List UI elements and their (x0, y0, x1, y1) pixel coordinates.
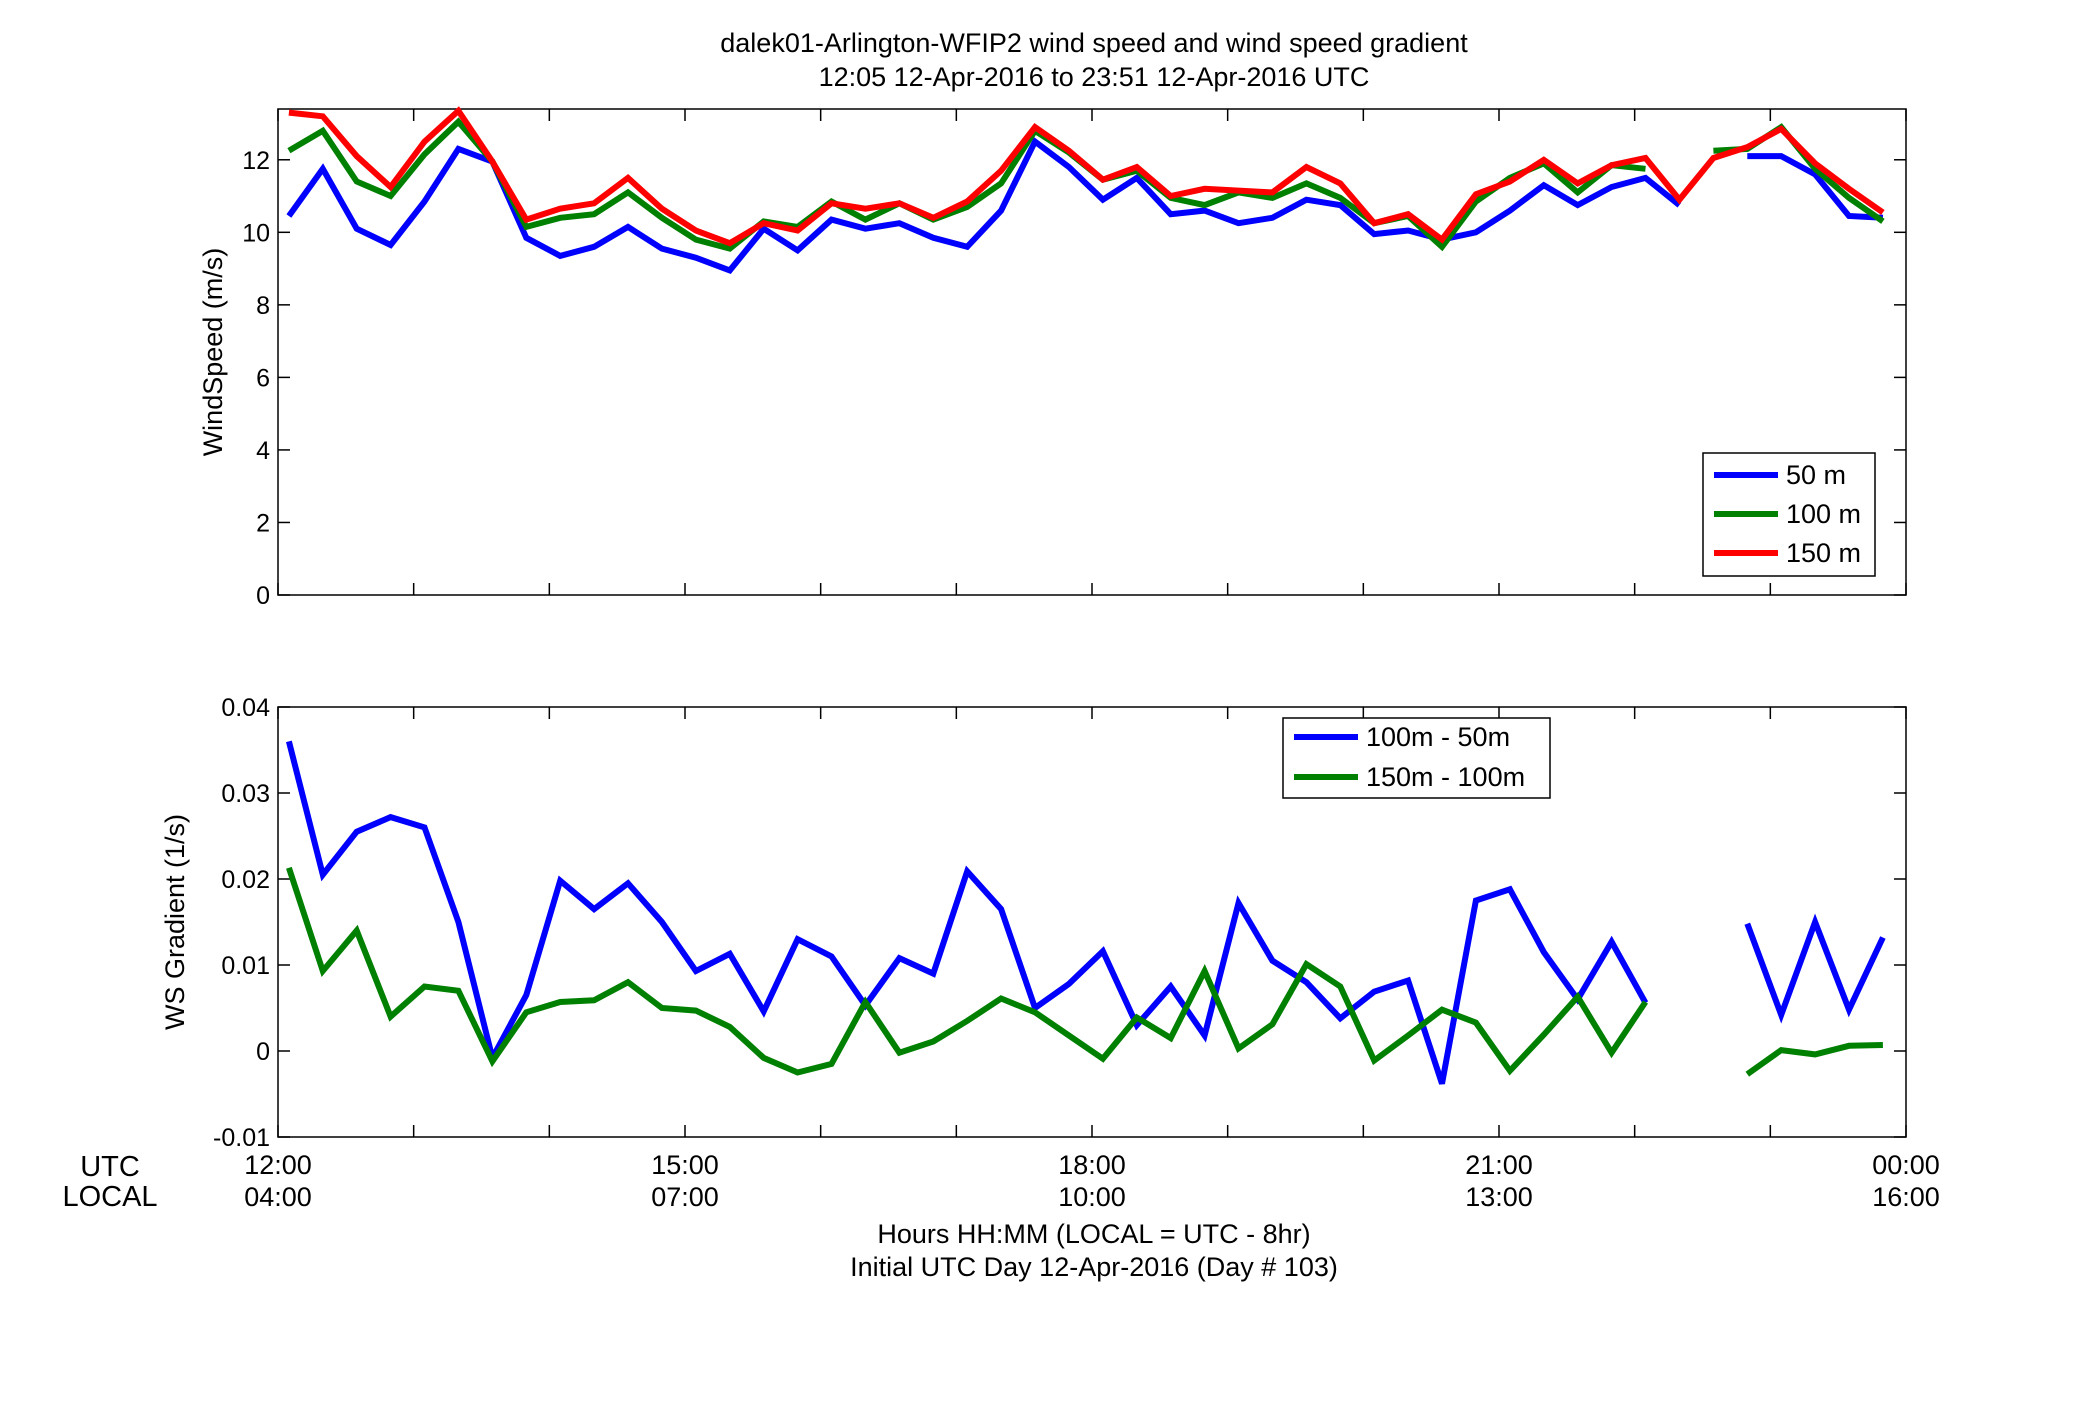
legend-label: 150m - 100m (1366, 762, 1525, 792)
legend-label: 100m - 50m (1366, 722, 1510, 752)
x-tick-label-local: 04:00 (244, 1182, 312, 1212)
chart-title-line1: dalek01-Arlington-WFIP2 wind speed and w… (720, 28, 1468, 58)
x-tick-label-utc: 21:00 (1465, 1150, 1533, 1180)
series-150m-100m (286, 866, 1883, 1077)
legend: 100m - 50m 150m - 100m (1282, 717, 1551, 799)
x-tick-label-local: 13:00 (1465, 1182, 1533, 1212)
series-line (1713, 123, 1885, 224)
legend-label: 150 m (1786, 538, 1861, 568)
y-tick-label: -0.01 (213, 1124, 270, 1152)
y-tick-label: 0 (256, 1038, 270, 1066)
x-tick-label-utc: 12:00 (244, 1150, 312, 1180)
legend: 50 m 100 m 150 m (1702, 452, 1876, 577)
series-line (285, 740, 1649, 1085)
series-100m-50m (285, 740, 1886, 1085)
series-line (1747, 153, 1884, 221)
chart-title-line2: 12:05 12-Apr-2016 to 23:51 12-Apr-2016 U… (819, 62, 1370, 92)
x-tick-label-local: 16:00 (1872, 1182, 1940, 1212)
series-150-m (288, 106, 1885, 247)
gradient-panel: -0.01 0 0.01 0.02 0.03 0.04 WS Gradient (1/s) 1… (160, 694, 1907, 1152)
series-line (286, 866, 1648, 1076)
y-axis-label: WindSpeed (m/s) (198, 248, 228, 457)
series-line (1745, 1042, 1883, 1077)
series-line (1744, 913, 1886, 1024)
y-tick-label: 4 (256, 437, 270, 465)
utc-row-label: UTC (80, 1151, 140, 1183)
y-tick-label: 12 (242, 147, 270, 175)
x-axis-label-line1: Hours HH:MM (LOCAL = UTC - 8hr) (877, 1219, 1310, 1249)
x-tick-label-utc: 00:00 (1872, 1150, 1940, 1180)
y-tick-label: 0.02 (221, 866, 270, 894)
plot-area-frame (277, 706, 1907, 1138)
y-tick-label: 0.03 (221, 780, 270, 808)
local-row-label: LOCAL (62, 1181, 157, 1213)
y-tick-label: 0.04 (221, 694, 270, 722)
x-tick-label-local: 10:00 (1058, 1182, 1126, 1212)
y-axis-label: WS Gradient (1/s) (160, 814, 190, 1030)
x-tick-label-utc: 15:00 (651, 1150, 719, 1180)
legend-label: 50 m (1786, 460, 1846, 490)
windspeed-panel: 0 2 4 6 8 10 12 WindSpeed (m/s) 50 m 100 m 150 m (198, 106, 1907, 610)
x-tick-label-local: 07:00 (651, 1182, 719, 1212)
y-tick-label: 10 (242, 219, 270, 247)
legend-box (1282, 717, 1551, 799)
x-axis-label-line2: Initial UTC Day 12-Apr-2016 (Day # 103) (850, 1252, 1338, 1282)
y-tick-label: 8 (256, 292, 270, 320)
series-line (287, 117, 1646, 252)
y-tick-label: 0 (256, 582, 270, 610)
legend-label: 100 m (1786, 499, 1861, 529)
y-tick-label: 6 (256, 364, 270, 392)
series-line (288, 106, 1885, 247)
y-tick-label: 0.01 (221, 952, 270, 980)
x-tick-label-utc: 18:00 (1058, 1150, 1126, 1180)
y-tick-label: 2 (256, 509, 270, 537)
